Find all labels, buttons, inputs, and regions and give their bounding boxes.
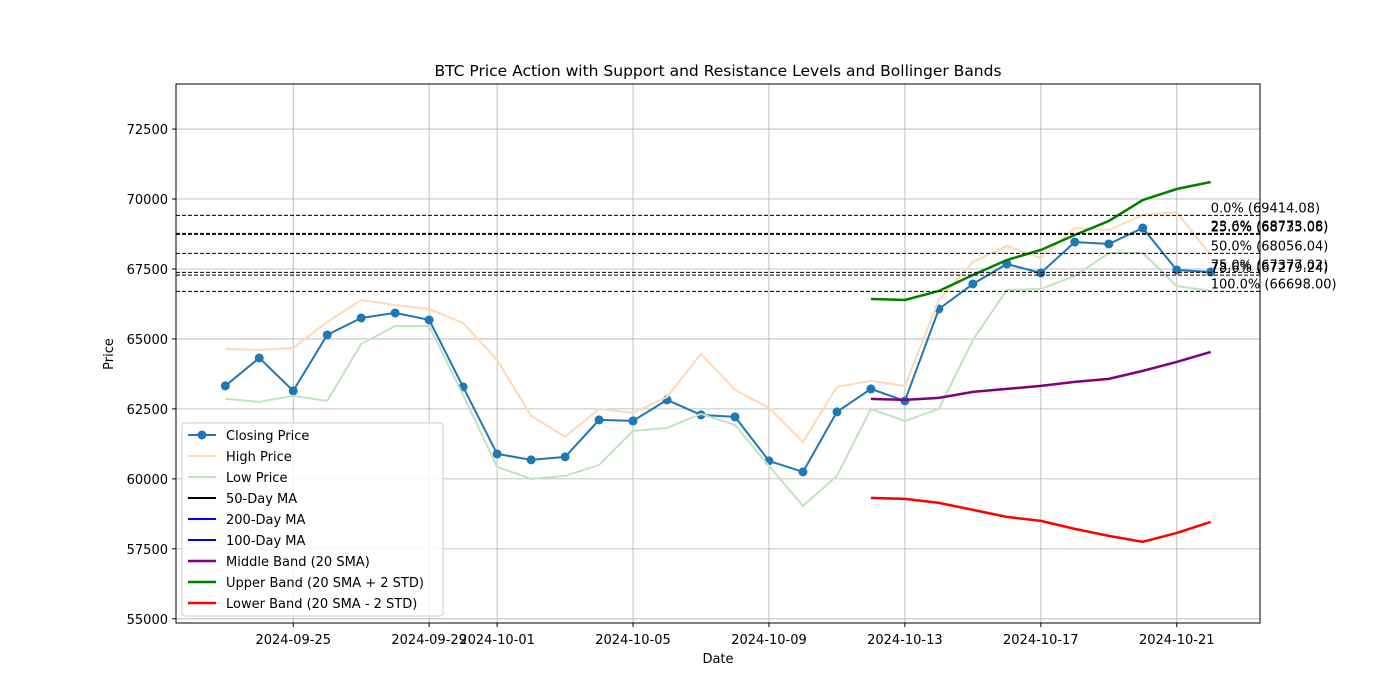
point: [628, 416, 638, 426]
y-tick-label: 67500: [127, 263, 168, 278]
point: [220, 381, 230, 391]
point: [356, 313, 366, 323]
point: [424, 315, 434, 325]
y-tick-label: 60000: [127, 473, 168, 488]
series-line: [870, 496, 1212, 544]
legend-label: Lower Band (20 SMA - 2 STD): [226, 597, 417, 612]
point: [288, 386, 298, 396]
y-tick-label: 65000: [127, 333, 168, 348]
level-label: 75.0% (67377.02): [1211, 258, 1329, 273]
x-tick-label: 2024-10-17: [1003, 633, 1079, 648]
point: [968, 279, 978, 289]
x-tick-label: 2024-10-01: [459, 633, 535, 648]
legend-box: [181, 422, 444, 617]
legend-label: Closing Price: [226, 429, 309, 444]
point: [1070, 237, 1080, 247]
plot-frame: [175, 83, 1261, 624]
level-label: 0.0% (69414.08): [1211, 201, 1320, 216]
series-line: [224, 226, 1211, 474]
y-tick-label: 62500: [127, 403, 168, 418]
legend-label: Upper Band (20 SMA + 2 STD): [226, 576, 424, 591]
point: [832, 407, 842, 417]
level-label: 78.6% (67279.24): [1211, 261, 1329, 276]
y-tick-label: 55000: [127, 613, 168, 628]
legend-label: Low Price: [226, 471, 287, 486]
series-line: [870, 350, 1212, 402]
series-line: [870, 180, 1211, 302]
point: [798, 467, 808, 477]
point: [492, 449, 502, 459]
x-tick-label: 2024-09-29: [391, 633, 467, 648]
level-label: 25.0% (68735.06): [1211, 220, 1329, 235]
legend-label: 200-Day MA: [226, 513, 306, 528]
x-axis-label: Date: [702, 652, 733, 667]
point: [866, 384, 876, 394]
series-line: [225, 252, 1211, 508]
legend-label: Middle Band (20 SMA): [226, 555, 370, 570]
level-label: 100.0% (66698.00): [1211, 277, 1337, 292]
y-tick-label: 70000: [127, 193, 168, 208]
x-tick-label: 2024-10-05: [595, 633, 671, 648]
y-axis-label: Price: [102, 338, 117, 370]
y-tick-label: 57500: [127, 543, 168, 558]
point: [390, 308, 400, 318]
legend-label: 100-Day MA: [226, 534, 306, 549]
chart-title: BTC Price Action with Support and Resist…: [434, 62, 1001, 80]
point: [322, 330, 332, 340]
point: [526, 455, 536, 465]
point: [254, 353, 264, 363]
legend-marker: [197, 430, 207, 440]
x-tick-label: 2024-09-25: [255, 633, 331, 648]
level-label: 50.0% (68056.04): [1211, 239, 1329, 254]
point: [1036, 268, 1046, 278]
level-label: 23.6% (68773.08): [1211, 219, 1329, 234]
y-tick-label: 72500: [127, 123, 168, 138]
point: [560, 452, 570, 462]
legend-label: 50-Day MA: [226, 492, 297, 507]
x-tick-label: 2024-10-13: [867, 633, 943, 648]
point: [1172, 265, 1182, 275]
point: [1138, 223, 1148, 233]
x-tick-label: 2024-10-09: [731, 633, 807, 648]
x-tick-label: 2024-10-21: [1139, 633, 1215, 648]
point: [730, 412, 740, 422]
point: [1104, 239, 1114, 249]
point: [594, 415, 604, 425]
legend-label: High Price: [226, 450, 292, 465]
